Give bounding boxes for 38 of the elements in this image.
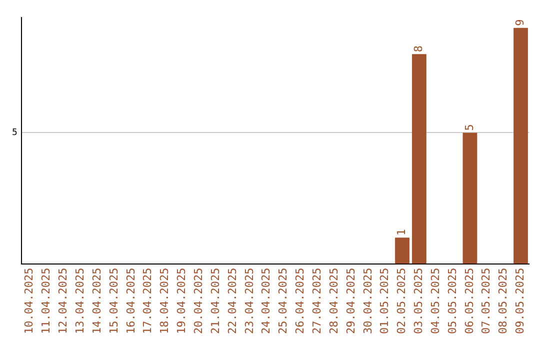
x-tick-label: 23.04.2025 <box>242 268 256 334</box>
x-tick-label: 13.04.2025 <box>74 268 87 334</box>
x-tick-label: 08.05.2025 <box>496 268 510 334</box>
data-label: 5 <box>462 124 476 131</box>
x-tick-label: 26.04.2025 <box>294 268 307 334</box>
x-tick-label: 17.04.2025 <box>141 268 154 334</box>
bar <box>412 54 426 264</box>
x-tick-label: 06.05.2025 <box>462 268 476 334</box>
x-tick-label: 09.05.2025 <box>514 268 527 334</box>
x-tick-label: 02.05.2025 <box>395 268 408 334</box>
x-tick-label: 21.04.2025 <box>208 268 222 334</box>
x-tick-label: 22.04.2025 <box>226 268 239 334</box>
x-tick-label: 15.04.2025 <box>107 268 120 334</box>
x-tick-label: 16.04.2025 <box>124 268 138 334</box>
x-tick-label: 29.04.2025 <box>344 268 358 334</box>
x-tick-label: 24.04.2025 <box>260 268 273 334</box>
x-tick-label: 12.04.2025 <box>56 268 70 334</box>
data-label: 1 <box>395 228 408 236</box>
x-tick-label: 27.04.2025 <box>310 268 324 334</box>
bar <box>462 132 478 264</box>
data-label: 9 <box>514 19 527 26</box>
x-tick-label: 28.04.2025 <box>327 268 340 334</box>
x-tick-label: 04.05.2025 <box>428 268 442 334</box>
x-tick-label: 10.04.2025 <box>22 268 36 334</box>
x-tick-label: 30.04.2025 <box>361 268 374 334</box>
x-tick-label: 07.05.2025 <box>480 268 493 334</box>
x-tick-label: 05.05.2025 <box>446 268 459 334</box>
x-tick-label: 20.04.2025 <box>192 268 205 334</box>
x-tick-label: 18.04.2025 <box>158 268 172 334</box>
bar <box>395 238 410 264</box>
x-tick-label: 25.04.2025 <box>276 268 290 334</box>
data-label: 8 <box>412 45 426 52</box>
x-tick-label: 19.04.2025 <box>175 268 188 334</box>
x-tick-label: 01.05.2025 <box>378 268 392 334</box>
x-tick-label: 11.04.2025 <box>40 268 53 334</box>
x-tick-label: 14.04.2025 <box>90 268 104 334</box>
bar <box>514 28 528 264</box>
x-tick-label: 03.05.2025 <box>412 268 426 334</box>
